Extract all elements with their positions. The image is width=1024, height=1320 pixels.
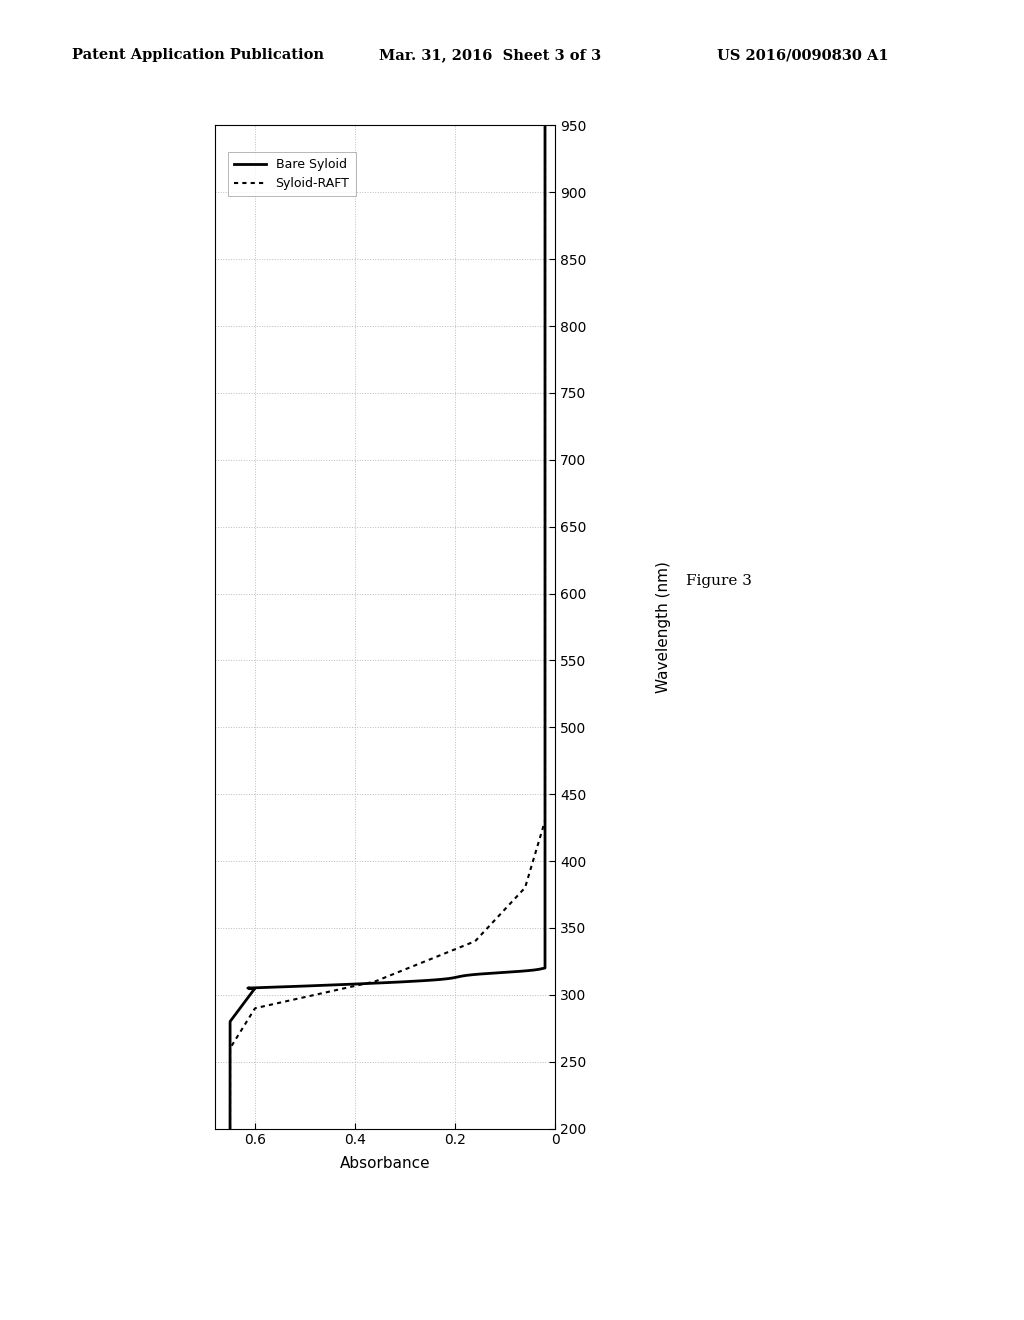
Y-axis label: Wavelength (nm): Wavelength (nm) xyxy=(655,561,671,693)
Text: Mar. 31, 2016  Sheet 3 of 3: Mar. 31, 2016 Sheet 3 of 3 xyxy=(379,49,601,62)
Text: Figure 3: Figure 3 xyxy=(686,574,752,587)
X-axis label: Absorbance: Absorbance xyxy=(340,1156,430,1171)
Text: Patent Application Publication: Patent Application Publication xyxy=(72,49,324,62)
Legend: Bare Syloid, Syloid-RAFT: Bare Syloid, Syloid-RAFT xyxy=(228,152,355,197)
Text: US 2016/0090830 A1: US 2016/0090830 A1 xyxy=(717,49,889,62)
